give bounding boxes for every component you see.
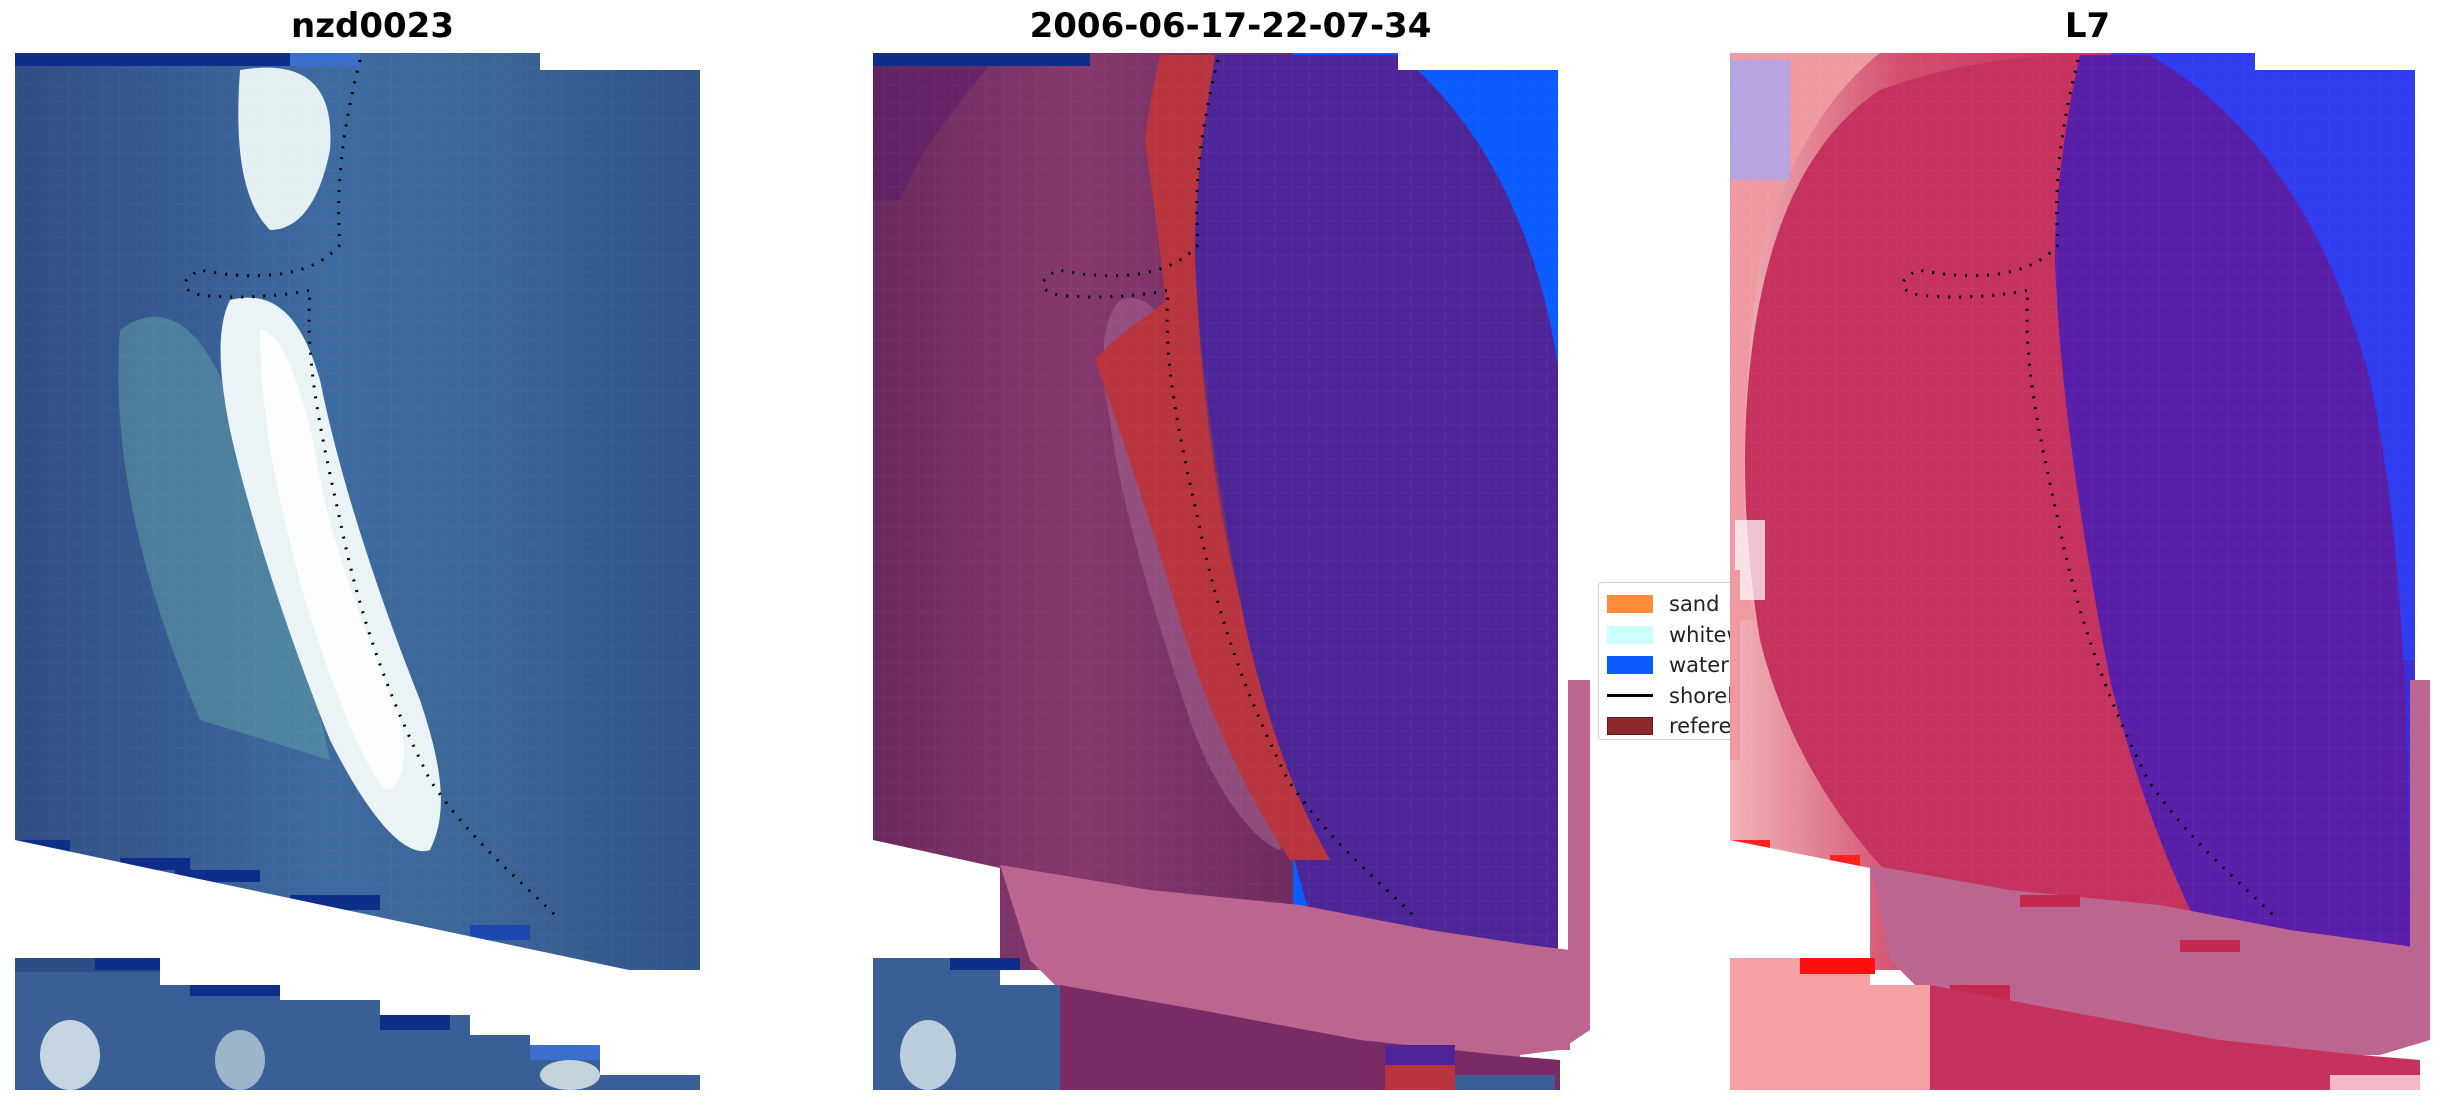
- legend-label-sand: sand: [1669, 592, 1720, 617]
- panel-title-rgb: nzd0023: [291, 6, 454, 46]
- panel-title-index: L7: [2064, 6, 2111, 46]
- panel-title-classified: 2006-06-17-22-07-34: [1029, 6, 1432, 46]
- legend-label-shoreline: shoreline: [1669, 683, 1737, 708]
- legend-swatch-sand: [1607, 595, 1653, 614]
- legend-item-water: water: [1607, 650, 1737, 681]
- legend-label-reference: reference shoreline: [1669, 714, 1737, 739]
- index-image: [1730, 53, 2430, 1090]
- legend-swatch-reference: [1607, 717, 1653, 736]
- classified-image: [873, 53, 1590, 1090]
- rgb-image: [15, 53, 700, 1090]
- legend-label-water: water: [1669, 653, 1729, 678]
- legend-item-reference: reference shoreline: [1607, 711, 1737, 739]
- legend-swatch-shoreline: [1607, 694, 1653, 698]
- legend-swatch-whitewater: [1607, 625, 1653, 644]
- legend-swatch-water: [1607, 656, 1653, 675]
- legend-item-shoreline: shoreline: [1607, 681, 1737, 712]
- panel-3-edge: [1730, 570, 1740, 760]
- legend-item-sand: sand: [1607, 589, 1737, 620]
